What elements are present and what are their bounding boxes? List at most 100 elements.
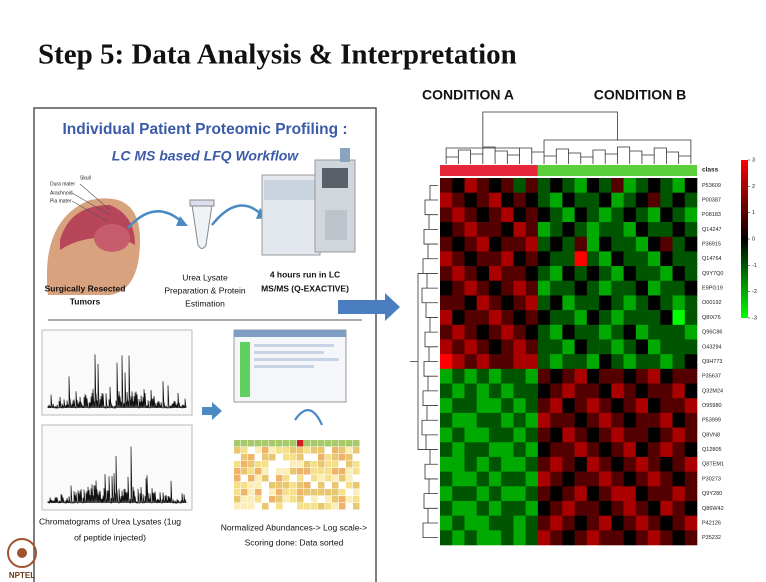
heatmap-cell [599,442,612,457]
heatmap-cell [440,237,453,252]
table-cell [318,440,325,447]
heatmap-cell [685,178,698,193]
heatmap-cell [489,501,502,516]
table-cell [255,496,262,503]
table-cell [297,461,304,468]
table-cell [269,482,276,489]
table-cell [234,482,241,489]
heatmap-cell [587,339,600,354]
table-cell [304,496,311,503]
heatmap-cell [562,178,575,193]
table-cell [248,454,255,461]
table-cell [297,454,304,461]
heatmap-cell [440,295,453,310]
heatmap-cell [538,369,551,384]
heatmap-cell [538,207,551,222]
heatmap-cell [611,442,624,457]
heatmap-cell [660,339,673,354]
heatmap-cell [599,530,612,545]
heatmap-cell [562,457,575,472]
table-cell [262,440,269,447]
heatmap-cell [550,178,563,193]
heatmap-cell [489,428,502,443]
table-cell [283,454,290,461]
heatmap-cell [489,472,502,487]
step-caption: Normalized Abundances-> Log scale-> [221,522,368,532]
heatmap-cell [538,310,551,325]
heatmap-cell [685,486,698,501]
heatmap-cell [452,266,465,281]
heatmap-cell [611,237,624,252]
heatmap-cell [464,193,477,208]
skull-label: Arachnoid [50,190,73,196]
heatmap-cell [575,369,588,384]
heatmap-cell [513,369,526,384]
heatmap-cell [513,457,526,472]
heatmap-cell [648,281,661,296]
heatmap-cell [685,457,698,472]
table-cell [248,447,255,454]
heatmap-cell [464,222,477,237]
slide: Step 5: Data Analysis & Interpretation I… [0,0,766,582]
step-caption: Estimation [185,298,225,308]
heatmap-cell [587,428,600,443]
heatmap-cell [673,516,686,531]
heatmap-cell [624,281,637,296]
heatmap-cell [526,501,539,516]
table-cell [248,489,255,496]
table-cell [276,447,283,454]
heatmap-cell [501,530,514,545]
heatmap-cell [501,428,514,443]
table-cell [304,482,311,489]
heatmap-cell [611,281,624,296]
heatmap-cell [464,237,477,252]
table-cell [353,447,360,454]
slide-title: Step 5: Data Analysis & Interpretation [38,39,517,71]
row-label: Q9H773 [702,359,723,365]
heatmap-cell [575,398,588,413]
heatmap-cell [611,354,624,369]
heatmap-cell [599,354,612,369]
table-cell [339,496,346,503]
heatmap-cell [575,339,588,354]
table-cell [255,489,262,496]
heatmap-cell [452,339,465,354]
heatmap-cell [538,486,551,501]
table-cell [262,482,269,489]
heatmap-cell [685,442,698,457]
heatmap-cell [538,354,551,369]
heatmap-cell [452,178,465,193]
heatmap-cell [673,472,686,487]
heatmap-cell [685,222,698,237]
heatmap-cell [587,516,600,531]
heatmap-cell [673,222,686,237]
table-cell [353,496,360,503]
heatmap-cell [685,281,698,296]
table-cell [325,496,332,503]
table-cell [346,503,353,510]
heatmap-cell [587,457,600,472]
row-label: Q12805 [702,447,722,453]
table-cell [304,503,311,510]
heatmap-cell [587,281,600,296]
heatmap-cell [587,413,600,428]
heatmap-cell [477,354,490,369]
heatmap-cell [624,516,637,531]
table-cell [241,503,248,510]
heatmap-cell [575,516,588,531]
heatmap-cell [489,325,502,340]
heatmap-cell [550,501,563,516]
heatmap-cell [452,486,465,501]
heatmap-cell [599,178,612,193]
table-cell [346,475,353,482]
heatmap-cell [526,354,539,369]
table-cell [255,461,262,468]
heatmap-cell [489,237,502,252]
heatmap-cell [636,442,649,457]
heatmap-cell [611,428,624,443]
table-cell [262,447,269,454]
heatmap-cell [501,354,514,369]
heatmap-cell [562,251,575,266]
heatmap-cell [452,281,465,296]
heatmap-cell [624,222,637,237]
